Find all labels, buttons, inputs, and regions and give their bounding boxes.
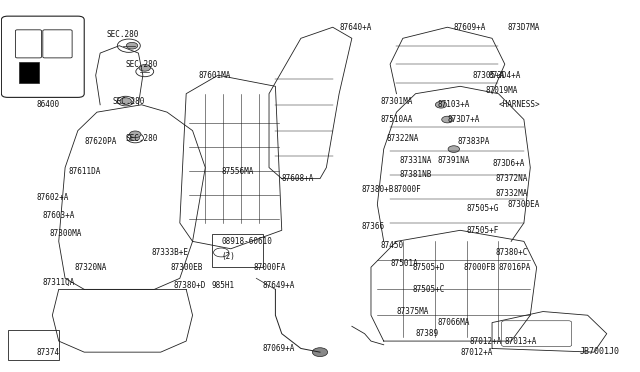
Text: 87391NA: 87391NA [438, 155, 470, 165]
Text: 08918-60610: 08918-60610 [221, 237, 272, 246]
Text: 87450: 87450 [381, 241, 404, 250]
Text: 873D6+A: 873D6+A [492, 159, 524, 169]
Text: SEC.280: SEC.280 [125, 60, 158, 69]
Circle shape [442, 116, 453, 123]
Text: 87372NA: 87372NA [495, 174, 527, 183]
Text: 87000FB: 87000FB [463, 263, 496, 272]
Circle shape [121, 99, 130, 104]
Bar [19, 62, 39, 83]
Text: 87019MA: 87019MA [486, 86, 518, 94]
Text: 87620PA: 87620PA [84, 137, 116, 146]
Circle shape [120, 98, 131, 105]
Text: 87333B+E: 87333B+E [151, 248, 188, 257]
Text: 87366: 87366 [362, 222, 385, 231]
Text: 87380+D: 87380+D [173, 281, 206, 290]
Text: <HARNESS>: <HARNESS> [499, 100, 540, 109]
Text: 87000F: 87000F [394, 185, 421, 194]
Text: 87069+A: 87069+A [262, 344, 295, 353]
Text: 87505+D: 87505+D [412, 263, 445, 272]
Text: 87505+F: 87505+F [467, 226, 499, 235]
Text: 87649+A: 87649+A [262, 281, 295, 290]
Text: 87320NA: 87320NA [75, 263, 107, 272]
Circle shape [312, 348, 328, 357]
Text: SEC.280: SEC.280 [106, 30, 139, 39]
Bar [8, 330, 59, 359]
Text: 87322NA: 87322NA [387, 134, 419, 142]
Text: 87066MA: 87066MA [438, 318, 470, 327]
Text: (2): (2) [221, 251, 235, 261]
Text: 86400: 86400 [36, 100, 60, 109]
Text: 87608+A: 87608+A [282, 174, 314, 183]
Text: 87375MA: 87375MA [396, 307, 429, 316]
Text: 985H1: 985H1 [212, 281, 235, 290]
Text: 87311QA: 87311QA [43, 278, 75, 286]
Text: 87505+G: 87505+G [467, 203, 499, 213]
Circle shape [435, 102, 447, 108]
Text: 87611DA: 87611DA [68, 167, 100, 176]
Text: 87332MA: 87332MA [495, 189, 527, 198]
Circle shape [139, 64, 150, 71]
Circle shape [448, 146, 460, 153]
Text: SEC.280: SEC.280 [113, 97, 145, 106]
Text: 87603+A: 87603+A [43, 211, 75, 220]
Text: 87510AA: 87510AA [381, 115, 413, 124]
Text: 87012+A: 87012+A [470, 337, 502, 346]
Bar [212, 234, 262, 267]
Text: 87013+A: 87013+A [505, 337, 537, 346]
Text: 87602+A: 87602+A [36, 193, 69, 202]
Text: 873D7MA: 873D7MA [508, 23, 540, 32]
Circle shape [129, 131, 141, 138]
Text: 87505+C: 87505+C [412, 285, 445, 294]
Text: 87301MA: 87301MA [381, 97, 413, 106]
Text: 87601MA: 87601MA [199, 71, 231, 80]
Text: 87103+A: 87103+A [438, 100, 470, 109]
Text: 87556MA: 87556MA [221, 167, 253, 176]
Text: SEC.280: SEC.280 [125, 134, 158, 142]
Text: 87389: 87389 [415, 329, 438, 338]
Text: 87331NA: 87331NA [399, 155, 432, 165]
Text: 87305+A: 87305+A [473, 71, 506, 80]
Text: 87383PA: 87383PA [457, 137, 490, 146]
Text: 873D4+A: 873D4+A [489, 71, 521, 80]
Circle shape [131, 135, 140, 141]
Text: 873D7+A: 873D7+A [447, 115, 480, 124]
Text: 87501A: 87501A [390, 259, 418, 268]
Text: 87000FA: 87000FA [253, 263, 285, 272]
Text: 87609+A: 87609+A [454, 23, 486, 32]
Text: 87380+B: 87380+B [362, 185, 394, 194]
Text: 87374: 87374 [36, 348, 60, 357]
Text: 87300EB: 87300EB [170, 263, 203, 272]
Text: 87012+A: 87012+A [460, 348, 493, 357]
Text: 87300EA: 87300EA [508, 200, 540, 209]
Text: 87640+A: 87640+A [339, 23, 371, 32]
Text: JB7001J0: JB7001J0 [579, 347, 620, 356]
Text: 87016PA: 87016PA [499, 263, 531, 272]
Text: 87300MA: 87300MA [49, 230, 81, 238]
Circle shape [126, 42, 138, 49]
Text: 87380+C: 87380+C [495, 248, 527, 257]
Text: 87381NB: 87381NB [399, 170, 432, 179]
